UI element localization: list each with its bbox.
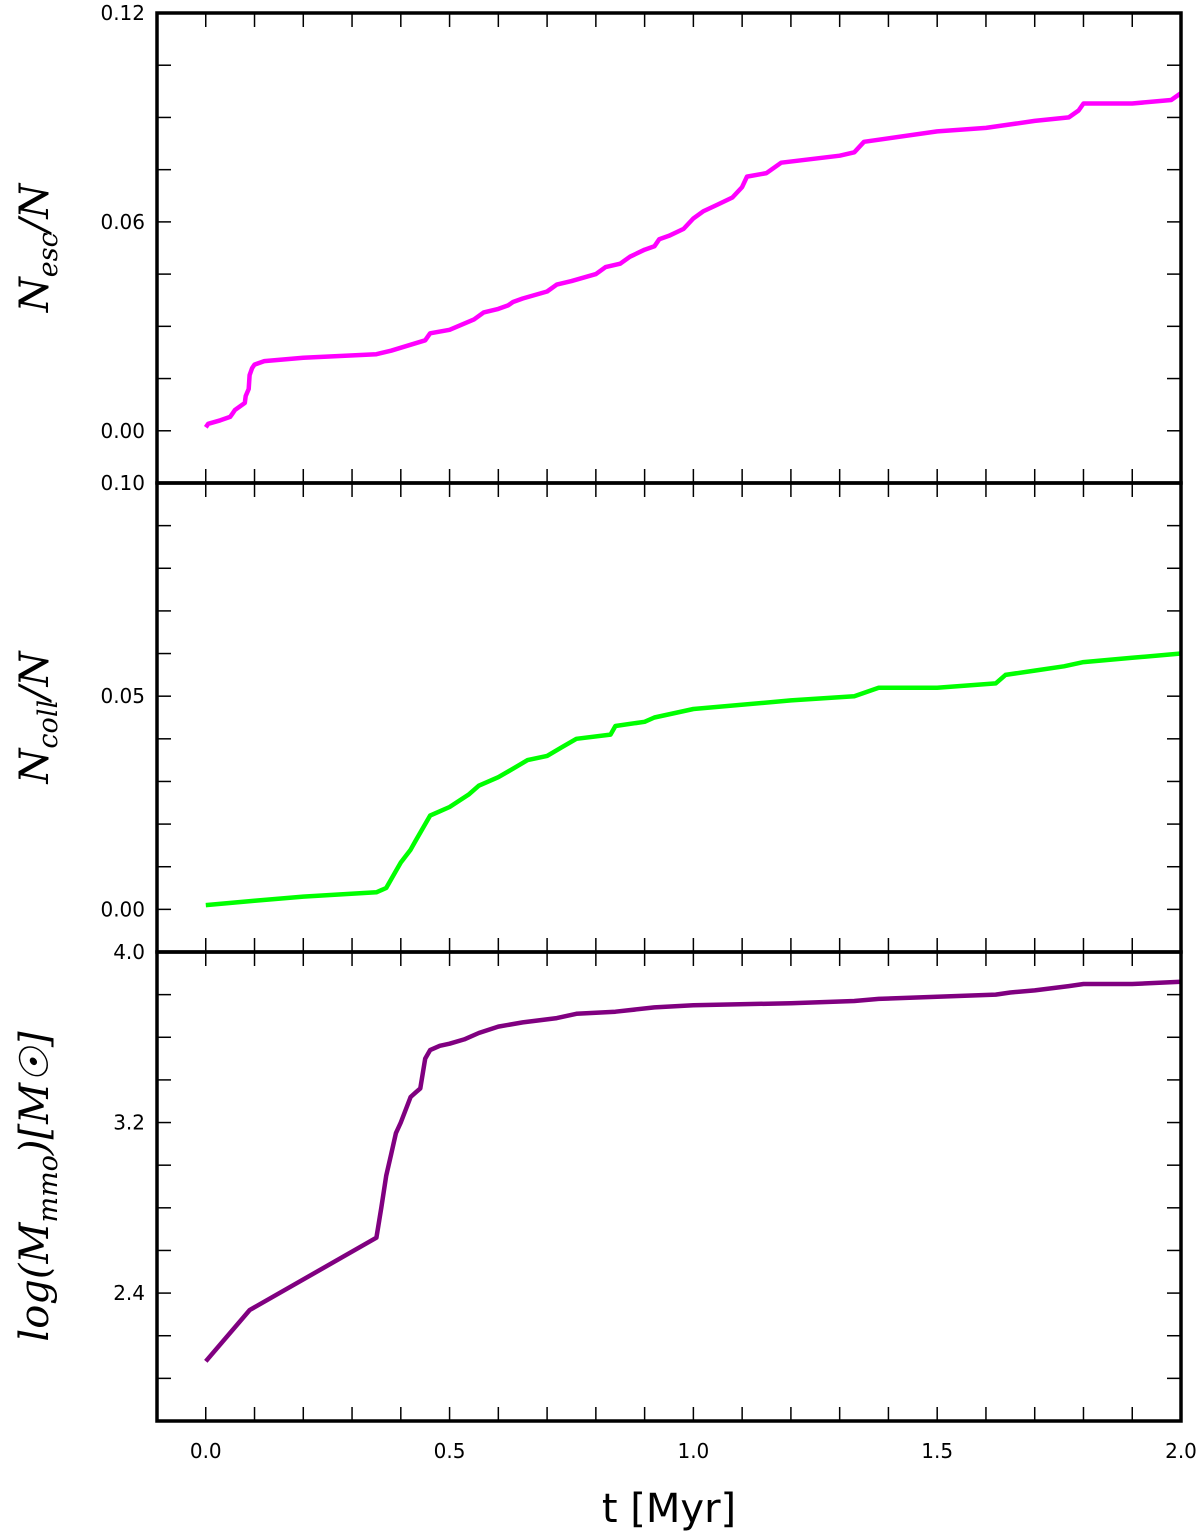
axes-frame [155, 481, 1183, 954]
series-line-mmo [204, 979, 1182, 1363]
y-axis-label: Nesc/N [12, 182, 64, 313]
x-tick-label: 1.0 [677, 1439, 709, 1463]
y-tick-label: 4.0 [113, 940, 145, 964]
x-tick-label: 0.0 [190, 1439, 222, 1463]
y-axis-label-main: N [12, 747, 58, 785]
y-axis-label-rest: )[M☉] [12, 1031, 58, 1156]
x-tick-label: 1.5 [921, 1439, 953, 1463]
panel-coll: 0.00 0.05 0.10 Ncoll/N [12, 471, 1183, 954]
y-tick-label: 3.2 [113, 1111, 145, 1135]
y-axis-label: log(Mmmo)[M☉] [12, 1031, 64, 1342]
y-tick-label: 0.00 [100, 897, 145, 921]
series-line-coll [205, 651, 1182, 908]
y-axis-label-sub: coll [33, 700, 64, 749]
x-tick-label: 0.5 [434, 1439, 466, 1463]
y-tick-label: 0.06 [100, 210, 145, 234]
panel-esc: 0.00 0.06 0.12 Nesc/N [12, 1, 1183, 485]
axes-frame [155, 11, 1183, 485]
y-axis-label: Ncoll/N [12, 649, 64, 784]
x-tick-label: 2.0 [1165, 1439, 1197, 1463]
y-tick-label: 0.00 [100, 419, 145, 443]
y-axis-label-rest: /N [12, 182, 58, 236]
y-axis-label-rest: /N [12, 649, 58, 703]
y-tick-label: 2.4 [113, 1281, 145, 1305]
series-line-esc [203, 91, 1183, 429]
y-axis-label-main: log(M [12, 1221, 58, 1341]
y-axis-label-sub: esc [33, 232, 64, 277]
x-axis-label: t [Myr] [602, 1486, 736, 1532]
y-tick-label: 0.10 [100, 471, 145, 495]
axes-frame [155, 950, 1183, 1423]
y-tick-label: 0.12 [100, 1, 145, 25]
y-axis-label-main: N [12, 275, 58, 313]
y-axis-label-sub: mmo [33, 1155, 64, 1222]
y-tick-label: 0.05 [100, 684, 145, 708]
panel-mmo: 2.4 3.2 4.0 log(Mmmo)[M☉] 0.0 0.5 1.0 1.5 2.0 t [… [12, 940, 1197, 1532]
